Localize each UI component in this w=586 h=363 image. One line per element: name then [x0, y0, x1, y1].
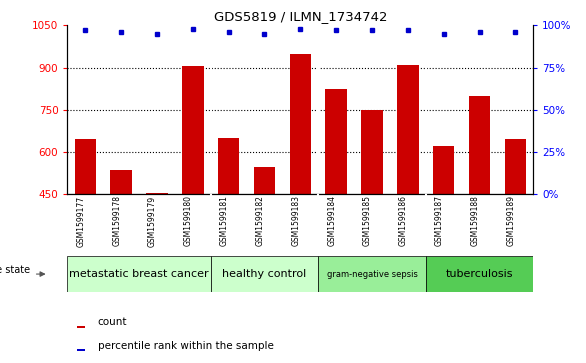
Text: disease state: disease state — [0, 265, 30, 276]
Bar — [110, 170, 132, 194]
Text: GSM1599177: GSM1599177 — [76, 195, 86, 246]
Bar — [211, 256, 318, 292]
Bar — [318, 256, 426, 292]
Bar — [146, 193, 168, 194]
Text: GSM1599181: GSM1599181 — [220, 195, 229, 246]
Text: GSM1599178: GSM1599178 — [112, 195, 121, 246]
Bar — [397, 65, 418, 194]
Bar — [361, 110, 383, 194]
Text: GSM1599186: GSM1599186 — [399, 195, 408, 246]
Bar — [74, 139, 96, 194]
Bar — [325, 89, 347, 194]
Text: healthy control: healthy control — [222, 269, 306, 279]
Text: GSM1599183: GSM1599183 — [291, 195, 301, 246]
Text: GSM1599182: GSM1599182 — [255, 195, 264, 246]
Text: GSM1599187: GSM1599187 — [435, 195, 444, 246]
Bar — [77, 326, 85, 328]
Bar — [77, 349, 85, 351]
Text: GSM1599188: GSM1599188 — [471, 195, 479, 246]
Bar — [289, 53, 311, 194]
Text: GSM1599184: GSM1599184 — [327, 195, 336, 246]
Bar — [433, 146, 454, 194]
Text: percentile rank within the sample: percentile rank within the sample — [98, 340, 274, 351]
Text: gram-negative sepsis: gram-negative sepsis — [326, 270, 417, 278]
Bar — [426, 256, 533, 292]
Text: metastatic breast cancer: metastatic breast cancer — [69, 269, 209, 279]
Title: GDS5819 / ILMN_1734742: GDS5819 / ILMN_1734742 — [213, 10, 387, 23]
Bar — [67, 256, 211, 292]
Bar — [505, 139, 526, 194]
Bar — [254, 167, 275, 194]
Bar — [182, 66, 203, 194]
Text: tuberculosis: tuberculosis — [446, 269, 513, 279]
Text: count: count — [98, 317, 127, 327]
Text: GSM1599179: GSM1599179 — [148, 195, 157, 246]
Bar — [218, 138, 240, 194]
Text: GSM1599185: GSM1599185 — [363, 195, 372, 246]
Bar — [469, 96, 490, 194]
Text: GSM1599189: GSM1599189 — [506, 195, 515, 246]
Text: GSM1599180: GSM1599180 — [184, 195, 193, 246]
